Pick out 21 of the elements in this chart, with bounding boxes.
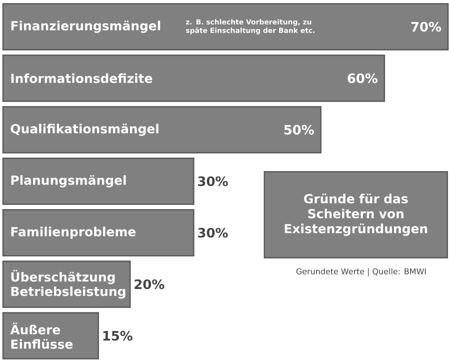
data-label: 60% xyxy=(348,73,378,84)
y-tick-label: Überschätzung Betriebsleistung xyxy=(11,270,126,299)
data-label: 30% xyxy=(198,176,228,186)
bar xyxy=(2,106,322,154)
y-tick-label: Äußere Einflüsse xyxy=(10,322,73,349)
data-label: 20% xyxy=(134,279,164,290)
y-tick-label: Informationsdefizite xyxy=(11,73,152,84)
data-label: 30% xyxy=(198,228,228,238)
data-label: 50% xyxy=(284,124,314,135)
y-tick-label: Planungsmängel xyxy=(11,175,126,188)
bar xyxy=(2,3,449,50)
bar xyxy=(2,209,194,256)
y-tick-label: Familienprobleme xyxy=(11,226,136,239)
data-label: 70% xyxy=(411,22,442,32)
bar xyxy=(2,158,194,205)
y-tick-label: Finanzierungsmängel xyxy=(11,20,160,33)
bar xyxy=(2,312,99,360)
bar xyxy=(2,54,386,102)
data-label: 15% xyxy=(103,330,132,341)
y-tick-label: Qualifikationsmängel xyxy=(10,124,158,136)
text: Gründe für das Scheitern von Existenzgründungen xyxy=(284,194,428,236)
